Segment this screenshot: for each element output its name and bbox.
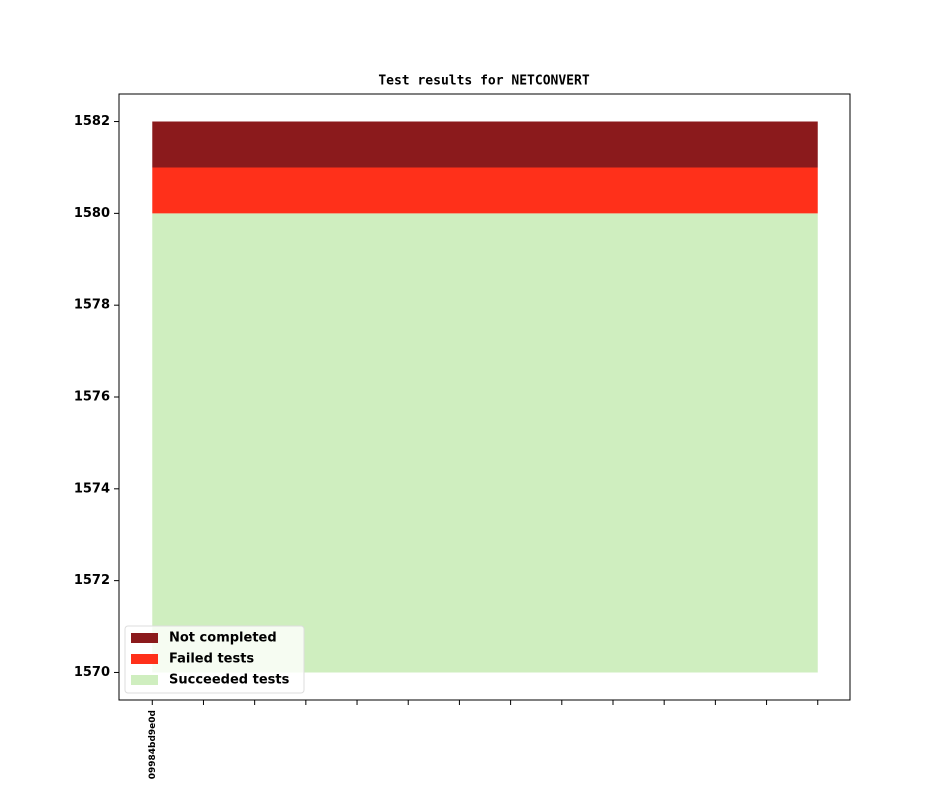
legend-swatch: [131, 654, 158, 664]
y-tick-label: 1580: [74, 206, 110, 221]
legend-frame: [124, 625, 305, 694]
area: [152, 213, 818, 673]
y-tick-label: 1570: [74, 665, 110, 680]
y-tick-label: 1572: [74, 573, 110, 588]
chart-title: Test results for NETCONVERT: [378, 74, 589, 89]
legend: Not completed Failed tests Succeeded tests: [124, 625, 305, 694]
y-tick-label: 1582: [74, 114, 110, 129]
legend-swatch: [131, 675, 158, 685]
y-tick-label: 1576: [74, 390, 110, 405]
area: [152, 121, 818, 168]
y-tick-label: 1578: [74, 298, 110, 313]
legend-label: Succeeded tests: [169, 673, 290, 688]
area: [152, 167, 818, 214]
legend-label: Failed tests: [169, 652, 254, 667]
legend-swatch: [131, 633, 158, 643]
y-tick-label: 1574: [74, 481, 110, 496]
legend-label: Not completed: [169, 631, 277, 646]
x-tick-label: 09984bd9e0d: [148, 710, 158, 779]
